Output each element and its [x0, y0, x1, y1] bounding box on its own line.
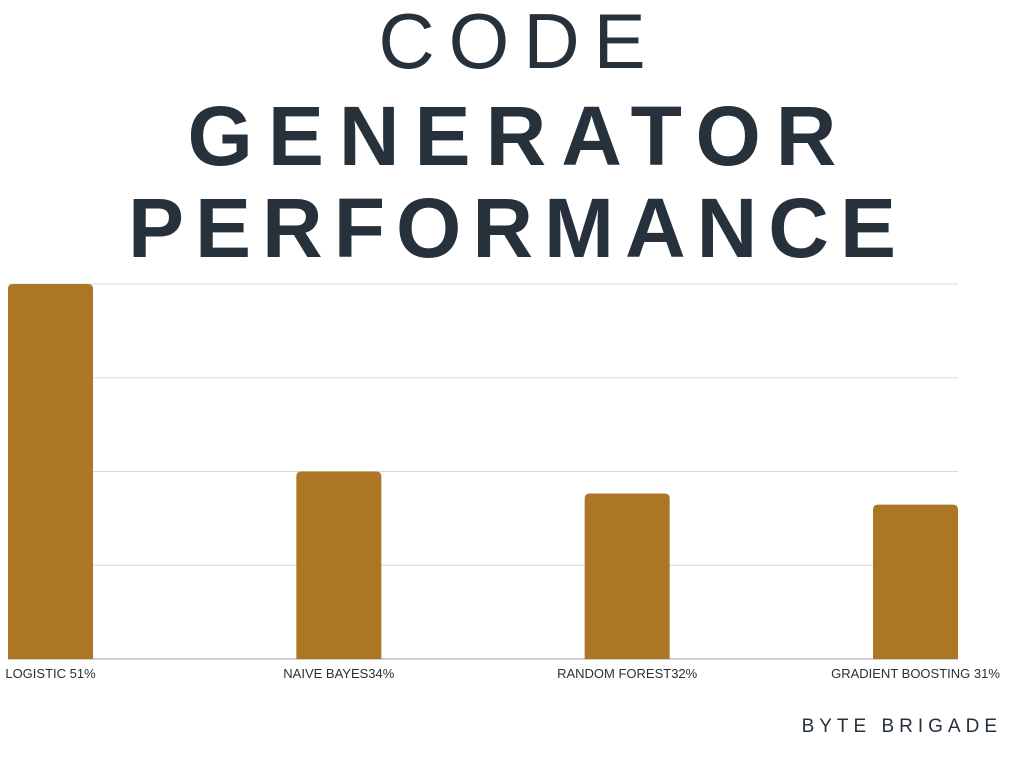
title-line-generator: GENERATOR [187, 89, 852, 183]
brand-name: BYTE BRIGADE [801, 716, 1002, 737]
gridlines [8, 283, 958, 660]
bar [873, 504, 958, 659]
category-label: NAIVE BAYES34% [283, 666, 394, 681]
bar [296, 471, 382, 659]
title-line-performance: PERFORMANCE [127, 181, 907, 275]
category-labels: LOGISTIC 51% NAIVE BAYES34% RANDOM FOREST3… [5, 666, 1000, 681]
bars [8, 284, 958, 659]
category-label: RANDOM FOREST32% [557, 666, 698, 681]
bar [584, 493, 670, 659]
title-line-code: CODE [378, 0, 660, 85]
bar [8, 284, 93, 659]
category-label: GRADIENT BOOSTING 31% [831, 666, 1000, 681]
category-label: LOGISTIC 51% [5, 666, 96, 681]
